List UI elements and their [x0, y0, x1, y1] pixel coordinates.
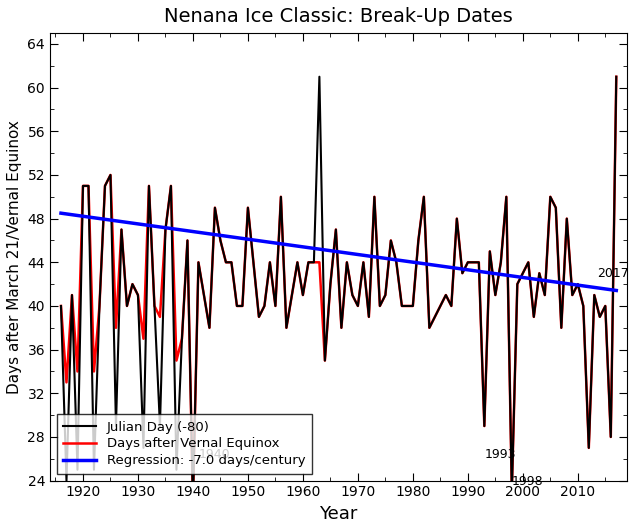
- Days after Vernal Equinox: [497, 259, 505, 266]
- Days after Vernal Equinox: [57, 303, 65, 309]
- Julian Day (-80): [189, 499, 196, 506]
- X-axis label: Year: Year: [319, 505, 358, 523]
- Text: 2017: 2017: [597, 267, 628, 280]
- Line: Days after Vernal Equinox: Days after Vernal Equinox: [61, 77, 616, 502]
- Text: 1993: 1993: [484, 448, 516, 461]
- Days after Vernal Equinox: [612, 74, 620, 80]
- Legend: Julian Day (-80), Days after Vernal Equinox, Regression: -7.0 days/century: Julian Day (-80), Days after Vernal Equi…: [56, 414, 312, 474]
- Julian Day (-80): [502, 193, 510, 200]
- Julian Day (-80): [57, 303, 65, 309]
- Days after Vernal Equinox: [541, 292, 548, 298]
- Text: 1998: 1998: [512, 475, 543, 488]
- Title: Nenana Ice Classic: Break-Up Dates: Nenana Ice Classic: Break-Up Dates: [164, 7, 513, 26]
- Days after Vernal Equinox: [316, 259, 323, 266]
- Days after Vernal Equinox: [178, 335, 186, 342]
- Line: Julian Day (-80): Julian Day (-80): [61, 77, 616, 502]
- Julian Day (-80): [178, 335, 186, 342]
- Julian Day (-80): [547, 193, 554, 200]
- Days after Vernal Equinox: [189, 499, 196, 506]
- Julian Day (-80): [612, 74, 620, 80]
- Days after Vernal Equinox: [453, 216, 461, 222]
- Y-axis label: Days after March 21/Vernal Equinox: Days after March 21/Vernal Equinox: [7, 120, 22, 394]
- Julian Day (-80): [458, 270, 466, 277]
- Julian Day (-80): [162, 226, 170, 233]
- Text: 1940: 1940: [198, 448, 230, 461]
- Julian Day (-80): [316, 74, 323, 80]
- Julian Day (-80): [321, 357, 329, 364]
- Days after Vernal Equinox: [162, 226, 170, 233]
